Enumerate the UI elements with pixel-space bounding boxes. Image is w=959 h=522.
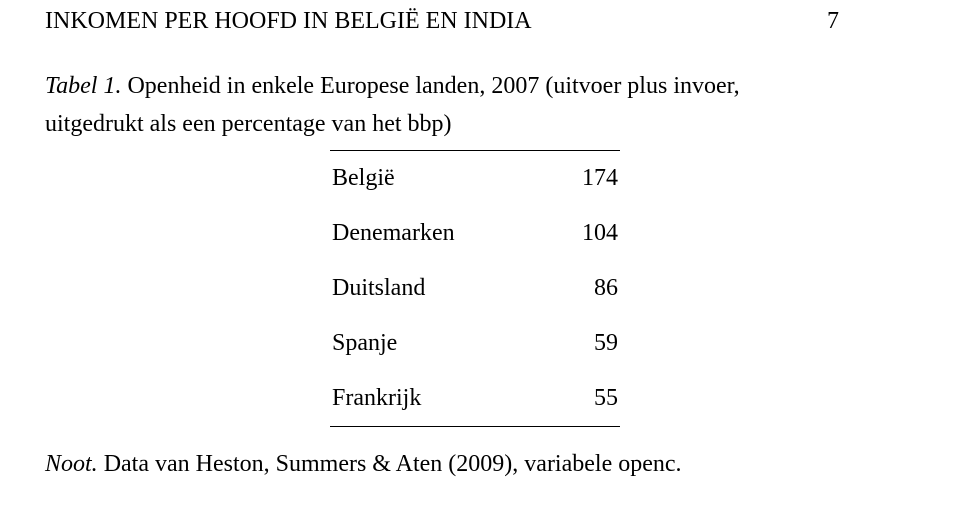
document-page: INKOMEN PER HOOFD IN BELGIË EN INDIA 7 T… — [0, 0, 959, 522]
value-cell: 59 — [594, 330, 618, 357]
table-caption-label: Tabel 1. — [45, 73, 121, 99]
table-caption-text: Openheid in enkele Europese landen, 2007… — [45, 73, 740, 137]
table-row: België 174 — [330, 151, 620, 206]
table-rule-bottom — [330, 426, 620, 427]
value-cell: 104 — [582, 220, 618, 247]
running-title: INKOMEN PER HOOFD IN BELGIË EN INDIA — [45, 8, 532, 35]
openness-table: België 174 Denemarken 104 Duitsland 86 S… — [330, 150, 620, 427]
footnote-label: Noot. — [45, 451, 98, 477]
value-cell: 174 — [582, 165, 618, 192]
running-header: INKOMEN PER HOOFD IN BELGIË EN INDIA 7 — [45, 8, 839, 35]
table-row: Duitsland 86 — [330, 261, 620, 316]
table-footnote: Noot. Data van Heston, Summers & Aten (2… — [45, 451, 839, 478]
country-cell: Spanje — [332, 330, 397, 357]
table-row: Frankrijk 55 — [330, 371, 620, 426]
table-caption: Tabel 1. Openheid in enkele Europese lan… — [45, 67, 839, 144]
table-row: Spanje 59 — [330, 316, 620, 371]
footnote-text: Data van Heston, Summers & Aten (2009), … — [98, 451, 682, 477]
value-cell: 86 — [594, 275, 618, 302]
country-cell: België — [332, 165, 395, 192]
country-cell: Duitsland — [332, 275, 425, 302]
table-row: Denemarken 104 — [330, 206, 620, 261]
country-cell: Frankrijk — [332, 385, 421, 412]
country-cell: Denemarken — [332, 220, 455, 247]
value-cell: 55 — [594, 385, 618, 412]
page-number: 7 — [827, 8, 839, 35]
